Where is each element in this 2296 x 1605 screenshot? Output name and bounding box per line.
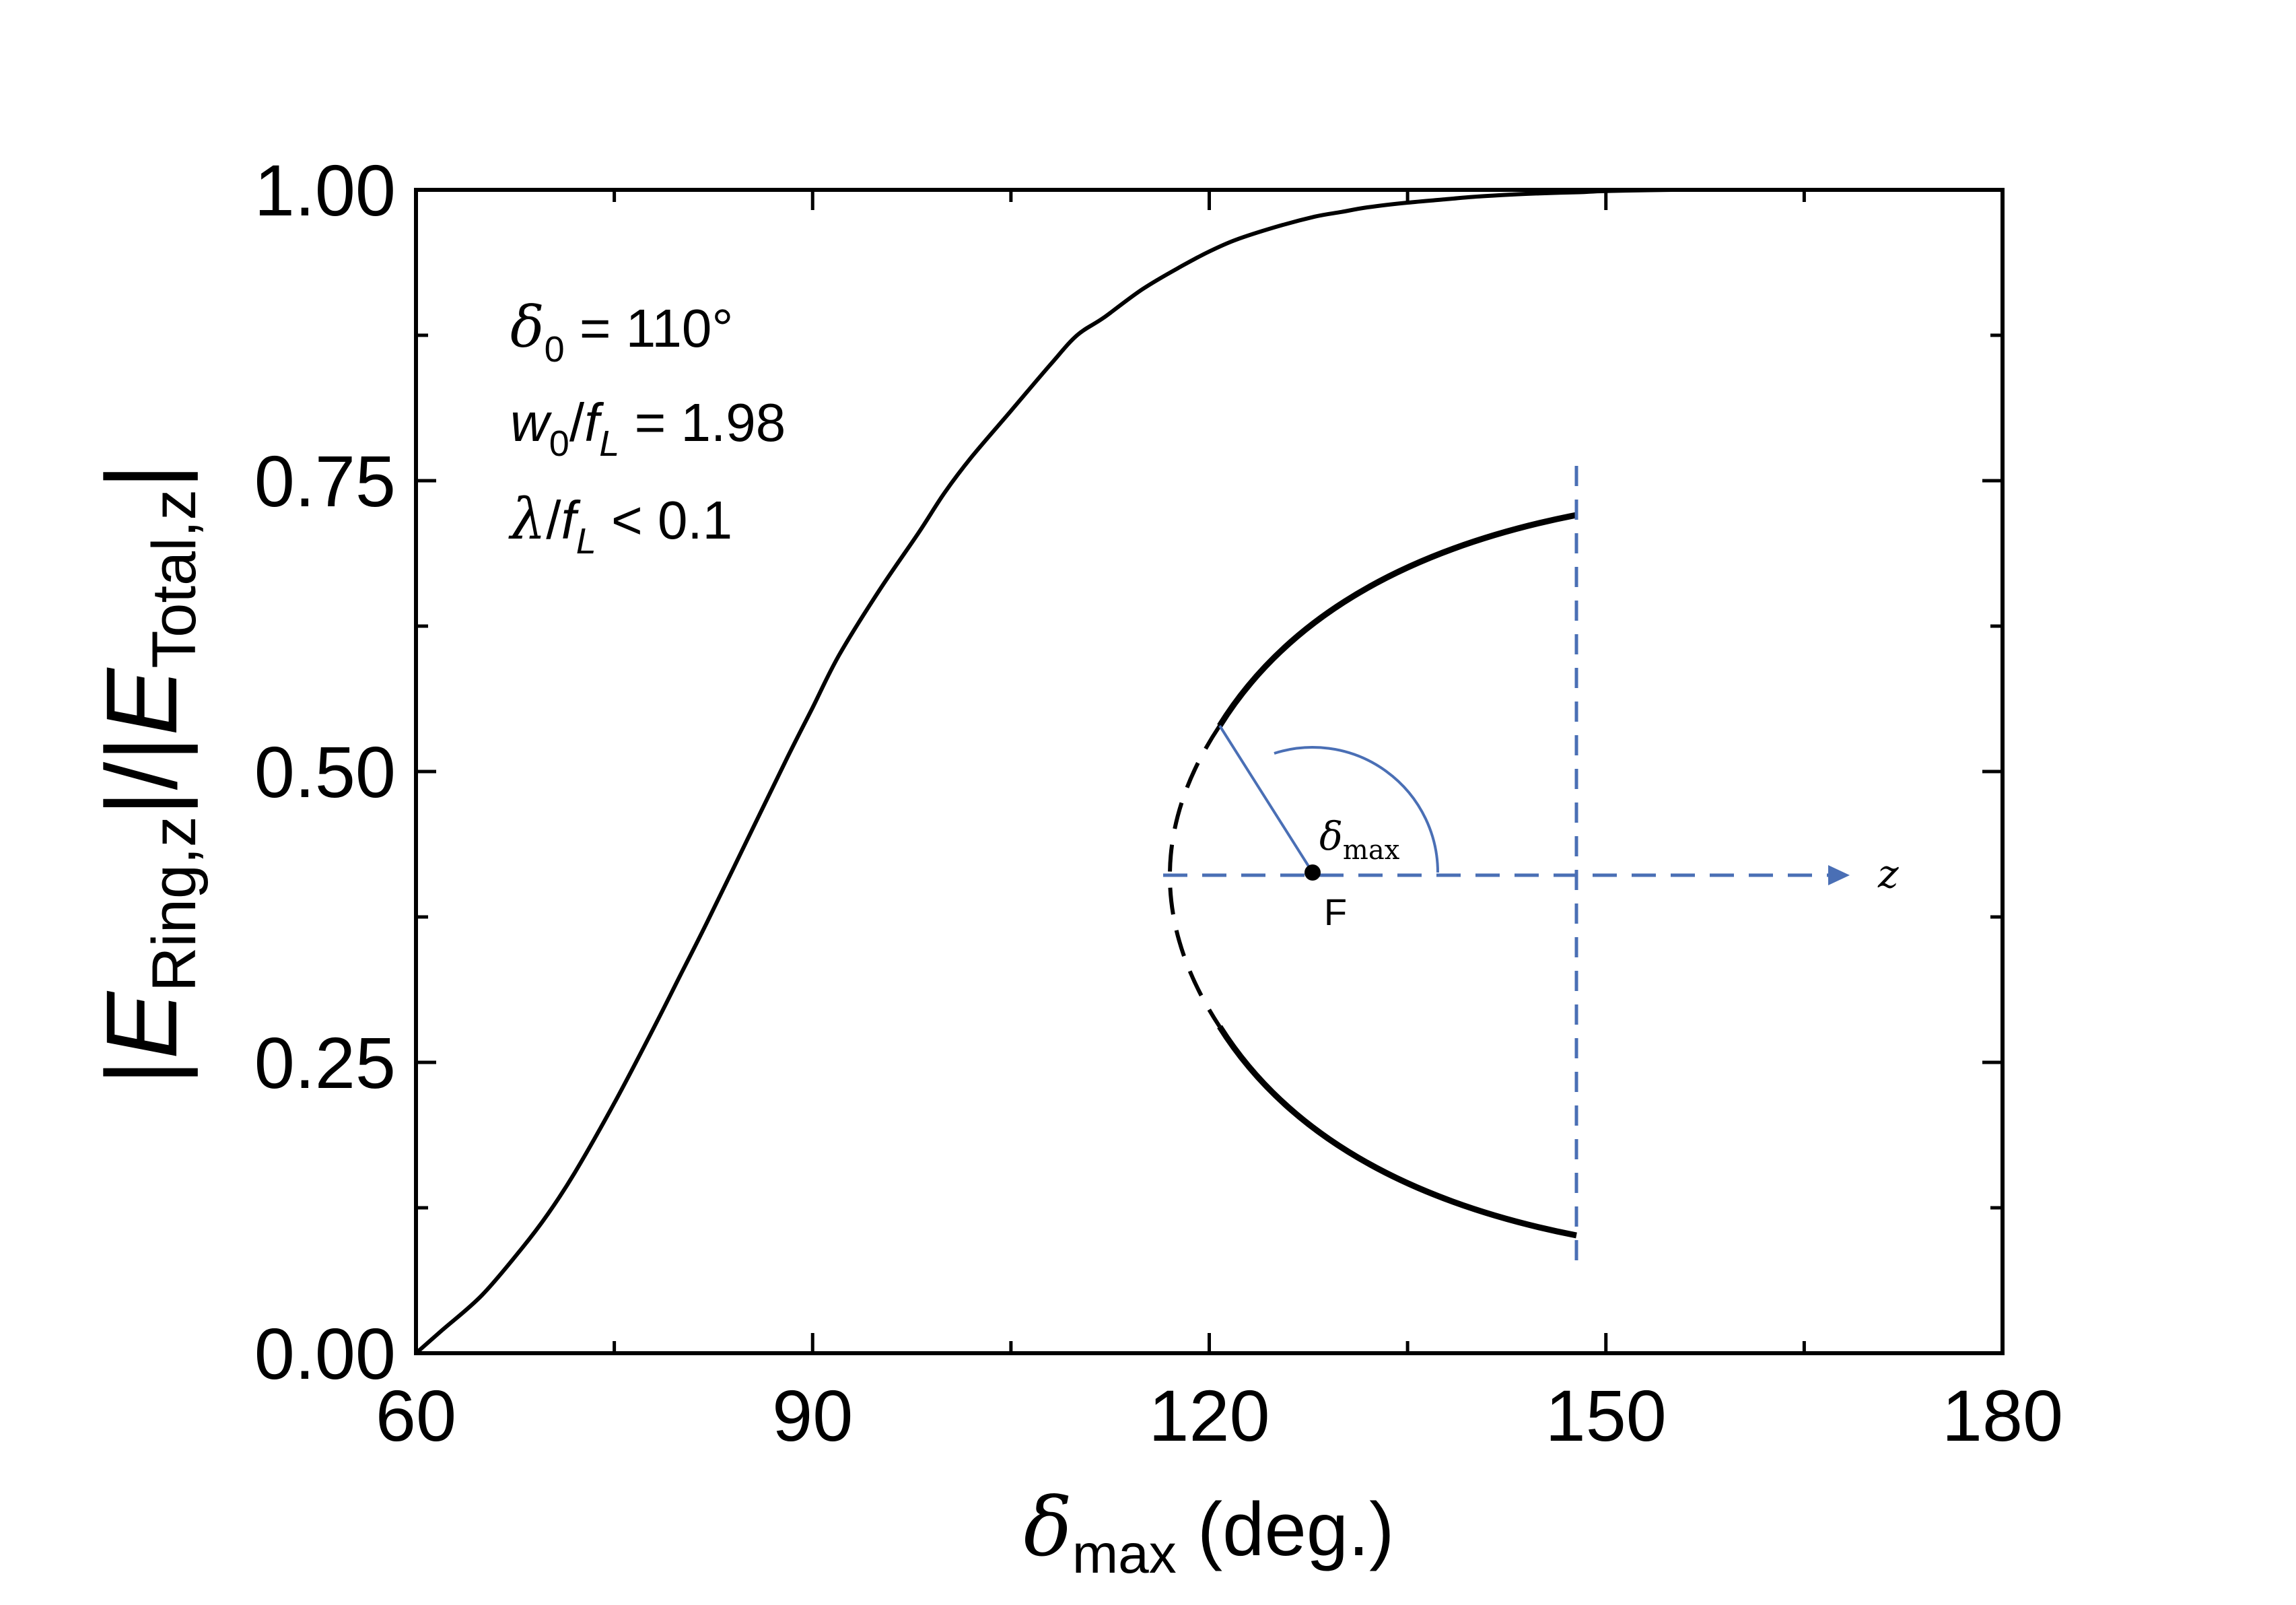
- y-tick-label: 1.00: [254, 149, 396, 231]
- mirror-lower-solid: [1217, 1025, 1577, 1239]
- series-line: [415, 187, 2003, 1355]
- x-tick-label: 90: [772, 1375, 853, 1456]
- plot-frame: [414, 188, 2005, 1355]
- annotation-lambda-fl: λ/fL < 0.1: [508, 486, 732, 561]
- y-axis-title: |ERing,z|/|ETotal,z|: [85, 463, 209, 1085]
- angle-label: δmax: [1319, 813, 1400, 866]
- inset-diagram: F δmax z: [1163, 466, 1899, 1266]
- angle-arc: [1274, 746, 1439, 873]
- z-axis-arrowhead: [1828, 865, 1850, 885]
- tick-labels: 60 90 120 150 180 0.00 0.25 0.50 0.75 1.00: [254, 149, 2063, 1456]
- y-tick-label: 0.50: [254, 731, 396, 813]
- parameter-annotations: δ0 = 110° w0/fL = 1.98 λ/fL < 0.1: [508, 294, 786, 561]
- mirror-dashed: [1168, 724, 1222, 1028]
- focus-label: F: [1324, 891, 1347, 933]
- x-tick-label: 60: [376, 1375, 456, 1456]
- radial-line: [1218, 724, 1314, 874]
- y-tick-label: 0.25: [254, 1022, 396, 1103]
- x-tick-label: 120: [1148, 1375, 1269, 1456]
- tick-marks: [414, 188, 2005, 1355]
- annotation-w0-fl: w0/fL = 1.98: [510, 392, 786, 464]
- y-tick-label: 0.00: [254, 1313, 396, 1394]
- focus-point: [1304, 864, 1321, 881]
- x-axis-title: δmax (deg.): [1024, 1481, 1395, 1585]
- annotation-delta0: δ0 = 110°: [510, 294, 733, 370]
- x-tick-label: 150: [1545, 1375, 1667, 1456]
- x-tick-label: 180: [1942, 1375, 2063, 1456]
- mirror-upper-solid: [1217, 512, 1577, 728]
- svg-text:|ERing,z|/|ETotal,z|: |ERing,z|/|ETotal,z|: [85, 463, 209, 1085]
- z-axis-label: z: [1877, 851, 1899, 897]
- y-tick-label: 0.75: [254, 440, 396, 522]
